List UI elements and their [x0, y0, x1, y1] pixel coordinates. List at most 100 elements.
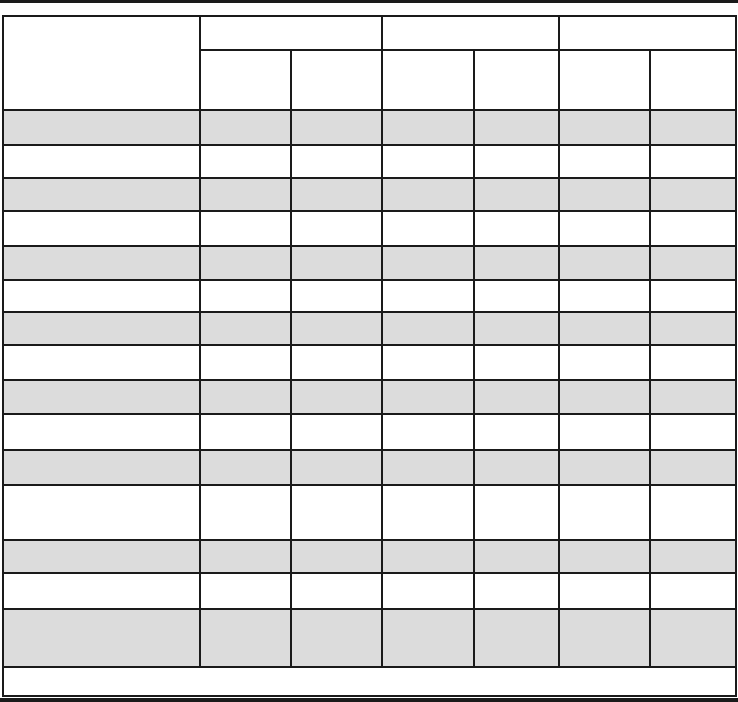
- data-cell: [290, 539, 383, 574]
- group-header-row: [2, 15, 737, 111]
- table-row: [2, 572, 737, 610]
- data-cell: [199, 144, 292, 179]
- data-cell: [558, 449, 651, 486]
- row-label-cell: [2, 379, 201, 415]
- data-cell: [199, 245, 292, 281]
- page-bottom-rule: [0, 698, 738, 702]
- data-cell: [558, 311, 651, 346]
- row-label-cell: [2, 109, 201, 146]
- table-row: [2, 311, 737, 346]
- group-header-cell: [558, 15, 737, 51]
- data-cell: [290, 449, 383, 486]
- group-header-cell: [381, 15, 560, 51]
- table-row: [2, 344, 737, 381]
- data-cell: [473, 484, 560, 541]
- data-cell: [199, 210, 292, 247]
- data-cell: [473, 144, 560, 179]
- page-top-rule: [0, 0, 738, 3]
- data-cell: [381, 484, 475, 541]
- data-cell: [473, 109, 560, 146]
- data-cell: [199, 608, 292, 668]
- data-cell: [381, 413, 475, 451]
- row-label-cell: [2, 210, 201, 247]
- sub-header-cell: [473, 49, 560, 111]
- sub-header-row: [3, 49, 737, 111]
- data-cell: [558, 379, 651, 415]
- stub-header-cell: [2, 15, 201, 111]
- sub-header-cell: [290, 49, 383, 111]
- row-label-cell: [2, 245, 201, 281]
- data-cell: [290, 210, 383, 247]
- data-cell: [649, 539, 737, 574]
- data-cell: [199, 279, 292, 313]
- data-cell: [381, 245, 475, 281]
- data-cell: [199, 344, 292, 381]
- row-label-cell: [2, 144, 201, 179]
- data-cell: [381, 379, 475, 415]
- data-cell: [473, 539, 560, 574]
- row-label-cell: [2, 344, 201, 381]
- data-cell: [558, 413, 651, 451]
- table-body: [2, 109, 737, 668]
- data-cell: [473, 572, 560, 610]
- data-cell: [473, 245, 560, 281]
- row-label-cell: [2, 539, 201, 574]
- data-cell: [290, 109, 383, 146]
- table-row: [2, 539, 737, 574]
- data-cell: [558, 484, 651, 541]
- table-row: [2, 379, 737, 415]
- data-cell: [381, 449, 475, 486]
- data-cell: [649, 109, 737, 146]
- data-cell: [199, 484, 292, 541]
- row-label-cell: [2, 177, 201, 212]
- data-cell: [558, 144, 651, 179]
- table-row: [2, 484, 737, 541]
- data-cell: [649, 279, 737, 313]
- data-cell: [649, 413, 737, 451]
- data-cell: [473, 608, 560, 668]
- data-cell: [381, 210, 475, 247]
- table-row: [2, 449, 737, 486]
- data-cell: [381, 144, 475, 179]
- data-cell: [381, 608, 475, 668]
- data-cell: [558, 210, 651, 247]
- data-cell: [473, 449, 560, 486]
- data-cell: [381, 311, 475, 346]
- row-label-cell: [2, 572, 201, 610]
- data-cell: [558, 177, 651, 212]
- data-cell: [649, 608, 737, 668]
- data-cell: [199, 539, 292, 574]
- data-cell: [290, 379, 383, 415]
- data-cell: [558, 539, 651, 574]
- data-cell: [649, 311, 737, 346]
- data-cell: [649, 484, 737, 541]
- data-cell: [199, 413, 292, 451]
- data-cell: [381, 109, 475, 146]
- table-row: [2, 177, 737, 212]
- table-row: [2, 245, 737, 281]
- data-cell: [290, 311, 383, 346]
- row-label-cell: [2, 413, 201, 451]
- data-cell: [199, 379, 292, 415]
- data-cell: [649, 572, 737, 610]
- sub-header-cell: [558, 49, 651, 111]
- table-row: [2, 144, 737, 179]
- data-cell: [649, 245, 737, 281]
- data-cell: [290, 344, 383, 381]
- table-row: [2, 413, 737, 451]
- data-cell: [381, 572, 475, 610]
- data-cell: [473, 344, 560, 381]
- table-row: [2, 109, 737, 146]
- data-cell: [199, 109, 292, 146]
- group-header-cell: [199, 15, 383, 51]
- data-cell: [473, 311, 560, 346]
- data-cell: [473, 279, 560, 313]
- footer-cell: [2, 666, 737, 697]
- table-row: [2, 210, 737, 247]
- data-cell: [558, 279, 651, 313]
- footer-row: [2, 666, 737, 697]
- data-cell: [199, 177, 292, 212]
- data-cell: [290, 572, 383, 610]
- data-cell: [381, 279, 475, 313]
